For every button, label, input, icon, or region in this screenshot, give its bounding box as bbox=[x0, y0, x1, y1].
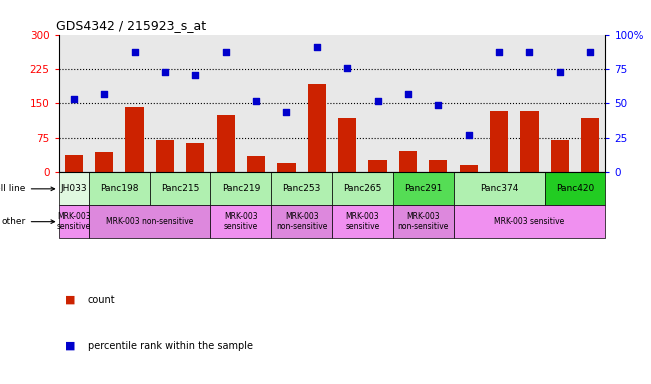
Point bbox=[68, 96, 79, 103]
Text: ■: ■ bbox=[65, 341, 76, 351]
Bar bbox=[332, 172, 393, 205]
Point bbox=[403, 91, 413, 97]
Bar bbox=[271, 205, 332, 238]
Text: count: count bbox=[88, 295, 115, 305]
Bar bbox=[368, 160, 387, 172]
Text: percentile rank within the sample: percentile rank within the sample bbox=[88, 341, 253, 351]
Bar bbox=[210, 172, 271, 205]
Bar bbox=[186, 142, 204, 172]
Bar bbox=[89, 205, 210, 238]
Text: MRK-003
non-sensitive: MRK-003 non-sensitive bbox=[276, 212, 327, 232]
Bar bbox=[581, 118, 600, 172]
Text: JH033: JH033 bbox=[61, 184, 87, 193]
Point bbox=[312, 44, 322, 50]
Text: Panc291: Panc291 bbox=[404, 184, 442, 193]
Text: Panc219: Panc219 bbox=[222, 184, 260, 193]
Text: Panc253: Panc253 bbox=[283, 184, 321, 193]
Bar bbox=[59, 172, 89, 205]
Text: Panc215: Panc215 bbox=[161, 184, 199, 193]
Bar bbox=[338, 118, 356, 172]
Bar bbox=[271, 172, 332, 205]
Bar bbox=[393, 172, 454, 205]
Bar bbox=[551, 140, 569, 172]
Bar bbox=[247, 156, 265, 172]
Bar bbox=[277, 163, 296, 172]
Bar bbox=[64, 155, 83, 172]
Point bbox=[464, 132, 474, 138]
Bar bbox=[545, 172, 605, 205]
Text: GDS4342 / 215923_s_at: GDS4342 / 215923_s_at bbox=[56, 19, 206, 32]
Point bbox=[190, 71, 201, 78]
Bar bbox=[490, 111, 508, 172]
Point bbox=[99, 91, 109, 97]
Text: Panc265: Panc265 bbox=[343, 184, 381, 193]
Bar bbox=[150, 172, 210, 205]
Text: MRK-003
sensitive: MRK-003 sensitive bbox=[224, 212, 258, 232]
Point bbox=[281, 109, 292, 115]
Bar bbox=[393, 205, 454, 238]
Text: cell line: cell line bbox=[0, 184, 55, 193]
Bar bbox=[454, 172, 545, 205]
Point bbox=[524, 50, 534, 56]
Point bbox=[585, 50, 596, 56]
Bar bbox=[460, 165, 478, 172]
Bar bbox=[399, 151, 417, 172]
Text: MRK-003
non-sensitive: MRK-003 non-sensitive bbox=[398, 212, 449, 232]
Bar bbox=[89, 172, 150, 205]
Text: ■: ■ bbox=[65, 295, 76, 305]
Point bbox=[555, 69, 565, 75]
Point bbox=[221, 50, 231, 56]
Point bbox=[159, 69, 170, 75]
Bar bbox=[210, 205, 271, 238]
Bar bbox=[126, 107, 144, 172]
Text: MRK-003
sensitive: MRK-003 sensitive bbox=[57, 212, 91, 232]
Bar bbox=[520, 111, 538, 172]
Point bbox=[342, 65, 352, 71]
Text: Panc374: Panc374 bbox=[480, 184, 518, 193]
Text: MRK-003
sensitive: MRK-003 sensitive bbox=[345, 212, 380, 232]
Bar bbox=[308, 84, 326, 172]
Point bbox=[251, 98, 261, 104]
Point bbox=[372, 98, 383, 104]
Text: other: other bbox=[1, 217, 55, 226]
Bar bbox=[454, 205, 605, 238]
Bar bbox=[429, 160, 447, 172]
Bar bbox=[156, 140, 174, 172]
Point bbox=[494, 50, 505, 56]
Text: MRK-003 sensitive: MRK-003 sensitive bbox=[494, 217, 564, 226]
Bar bbox=[59, 205, 89, 238]
Point bbox=[130, 50, 140, 56]
Point bbox=[433, 102, 443, 108]
Bar bbox=[332, 205, 393, 238]
Text: Panc420: Panc420 bbox=[556, 184, 594, 193]
Text: Panc198: Panc198 bbox=[100, 184, 139, 193]
Bar bbox=[95, 152, 113, 172]
Text: MRK-003 non-sensitive: MRK-003 non-sensitive bbox=[106, 217, 193, 226]
Bar bbox=[217, 115, 235, 172]
